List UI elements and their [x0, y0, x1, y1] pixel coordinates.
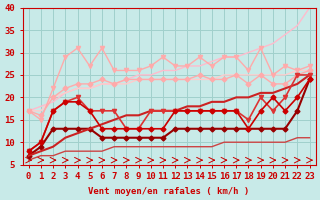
- X-axis label: Vent moyen/en rafales ( km/h ): Vent moyen/en rafales ( km/h ): [88, 187, 250, 196]
